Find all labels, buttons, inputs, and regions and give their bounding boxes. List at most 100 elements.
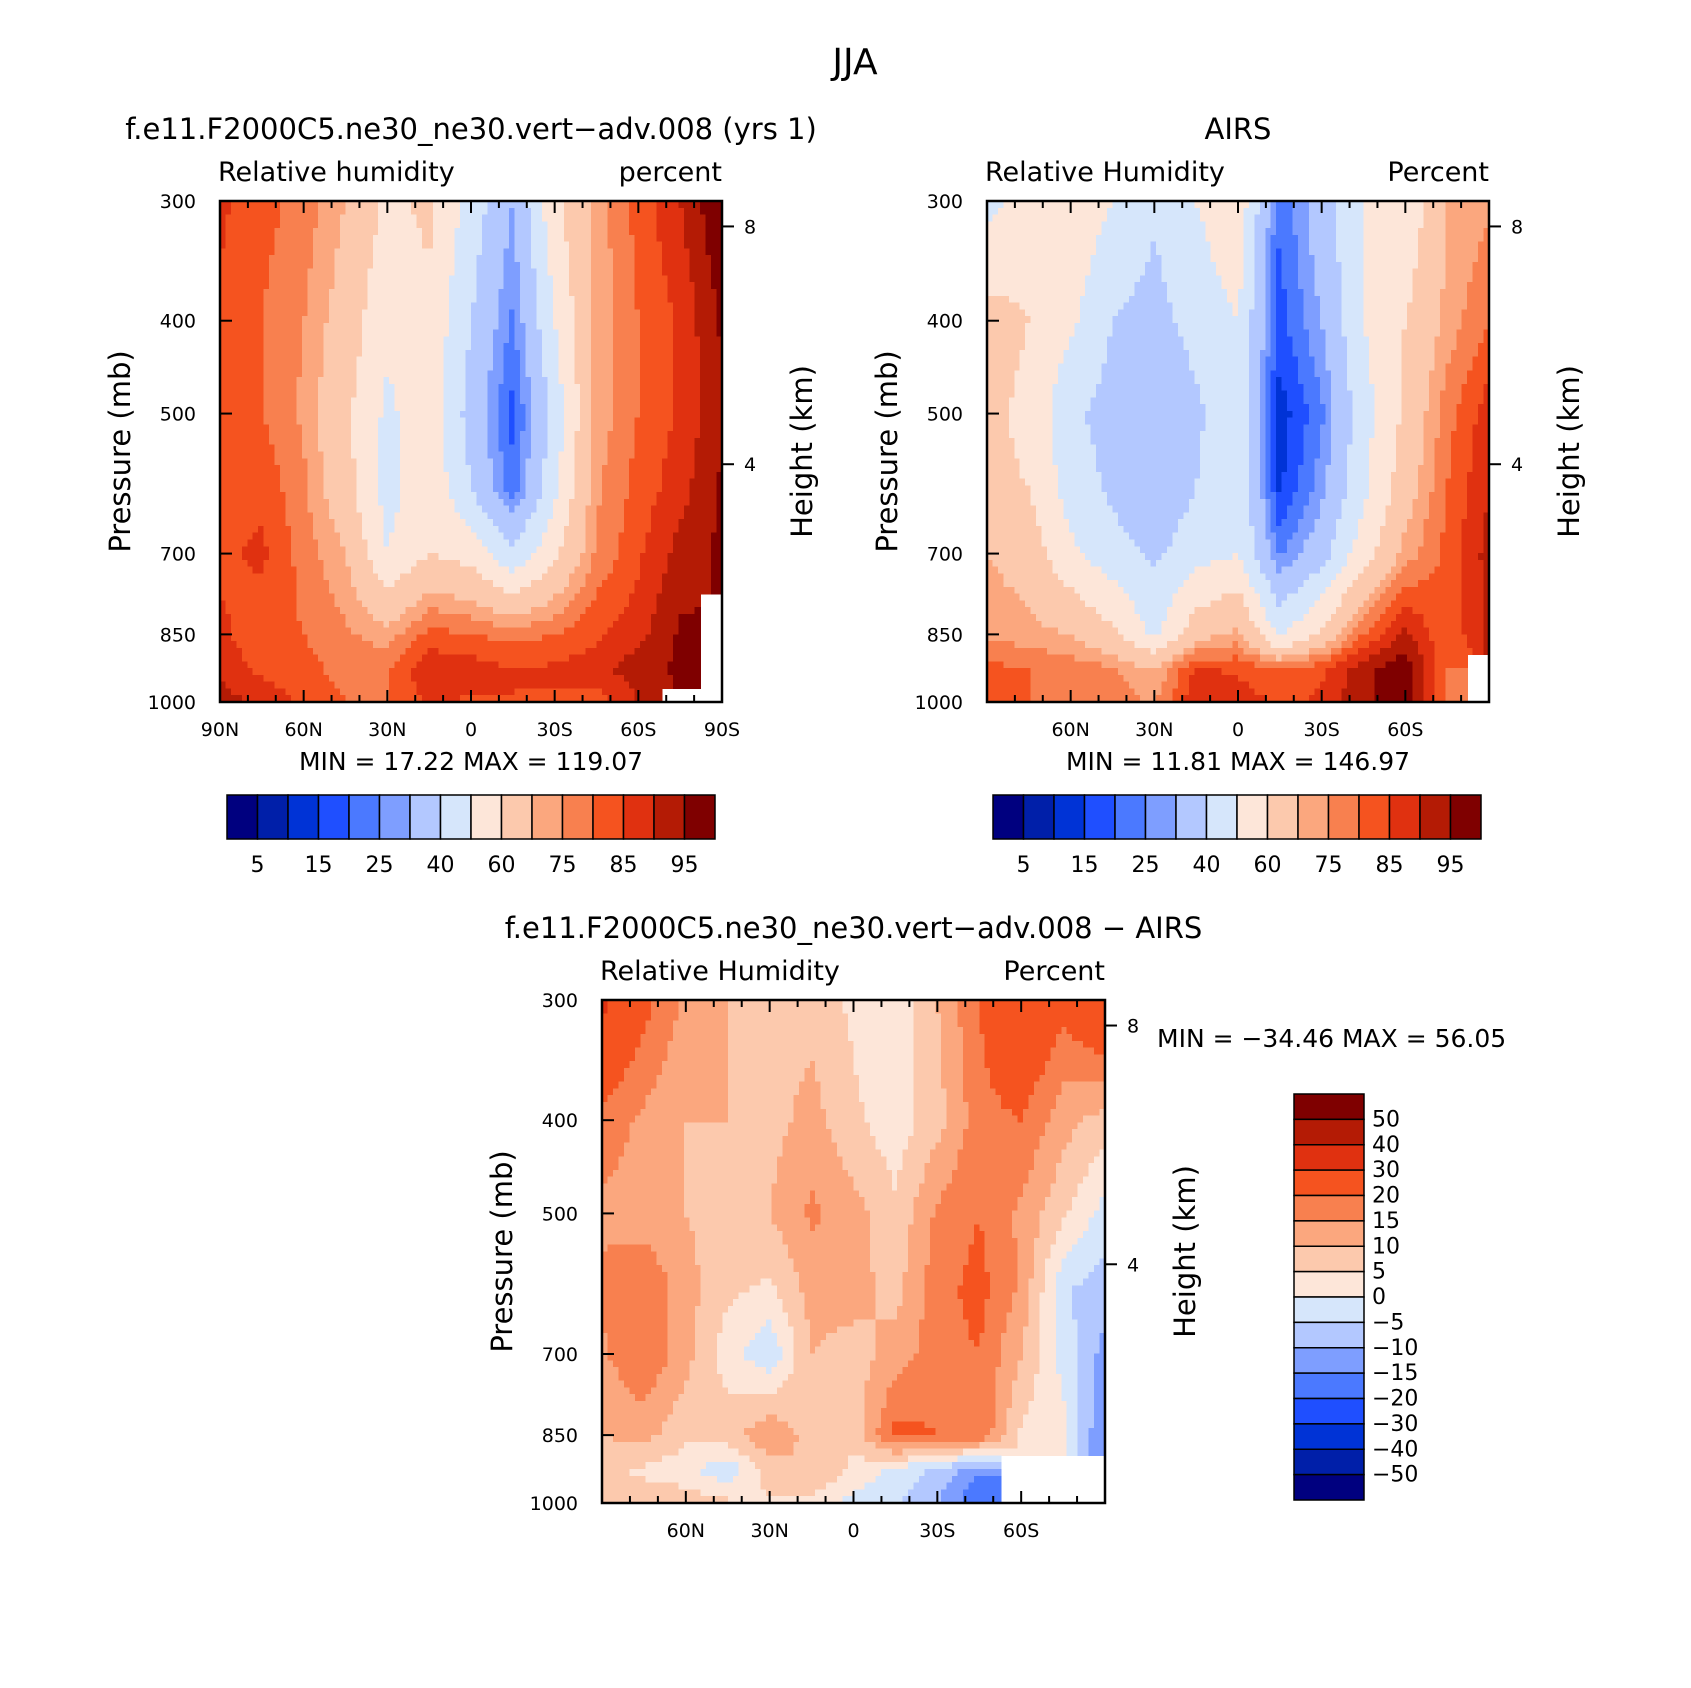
contour-cell [623,377,630,385]
contour-cell [312,553,319,561]
contour-cell [345,316,352,324]
contour-cell [563,397,570,405]
contour-cell [438,532,445,541]
contour-cell [607,485,614,493]
contour-cell [372,356,379,365]
contour-cell [525,336,532,344]
contour-cell [383,363,390,371]
contour-cell [618,309,625,317]
contour-cell [340,539,347,547]
contour-cell [547,505,554,514]
contour-cell [661,201,669,209]
contour-cell [531,458,538,466]
contour-cell [634,397,641,405]
contour-cell [645,255,652,263]
contour-cell [563,261,570,270]
contour-cell [312,377,319,385]
contour-cell [536,289,543,297]
contour-cell [356,363,363,371]
contour-cell [247,451,254,459]
contour-cell [258,228,265,236]
contour-cell [667,383,674,392]
contour-cell [296,349,303,358]
contour-cell [563,201,570,209]
contour-cell [296,519,303,527]
contour-cell [678,309,685,317]
contour-cell [656,248,663,256]
contour-cell [350,207,358,216]
contour-cell [689,289,696,297]
contour-cell [400,234,407,243]
contour-cell [574,302,581,310]
contour-cell [241,322,248,331]
contour-cell [629,525,636,534]
contour-cell [487,289,494,297]
contour-cell [678,444,685,453]
contour-cell [651,431,658,439]
contour-cell [410,437,418,446]
contour-cell [629,248,636,256]
contour-cell [296,377,303,385]
contour-cell [449,241,456,249]
contour-cell [290,336,297,344]
contour-cell [394,377,401,385]
contour-cell [307,289,314,297]
contour-cell [465,417,472,426]
contour-cell [312,295,319,304]
contour-cell [454,546,461,554]
contour-cell [520,302,527,310]
contour-cell [563,383,570,392]
contour-cell [307,349,314,358]
contour-cell [569,519,576,527]
contour-cell [651,302,658,310]
contour-cell [700,268,707,277]
contour-cell [307,343,314,351]
contour-cell [585,512,592,520]
contour-cell [410,201,418,209]
contour-cell [307,228,314,236]
contour-cell [405,309,412,317]
contour-cell [334,431,341,439]
contour-cell [563,437,570,446]
contour-cell [481,539,488,547]
contour-cell [618,546,625,554]
contour-cell [552,241,559,249]
contour-cell [558,546,565,554]
contour-cell [607,316,614,324]
contour-cell [449,363,456,371]
contour-cell [329,397,336,405]
contour-cell [689,377,696,385]
contour-cell [623,336,630,344]
contour-cell [367,498,374,507]
contour-cell [263,275,270,283]
contour-cell [552,356,559,365]
contour-cell [612,201,619,209]
contour-cell [252,214,259,222]
contour-cell [541,404,548,412]
contour-cell [427,519,434,527]
contour-cell [640,505,647,514]
contour-cell [569,349,576,358]
contour-cell [269,201,276,209]
contour-cell [372,458,379,466]
contour-cell [241,275,248,283]
contour-cell [307,505,314,514]
contour-cell [574,268,581,277]
contour-cell [383,322,390,331]
contour-cell [487,228,494,236]
contour-cell [405,356,412,365]
contour-cell [258,329,265,338]
contour-cell [558,363,565,371]
contour-cell [547,465,554,473]
contour-cell [416,397,423,405]
contour-cell [711,437,718,446]
contour-cell [372,275,379,283]
contour-cell [269,424,276,432]
contour-cell [509,492,516,500]
contour-cell [378,275,385,283]
contour-cell [536,329,543,338]
contour-cell [481,241,488,249]
contour-cell [503,289,510,297]
contour-cell [290,465,297,473]
contour-cell [623,356,630,365]
